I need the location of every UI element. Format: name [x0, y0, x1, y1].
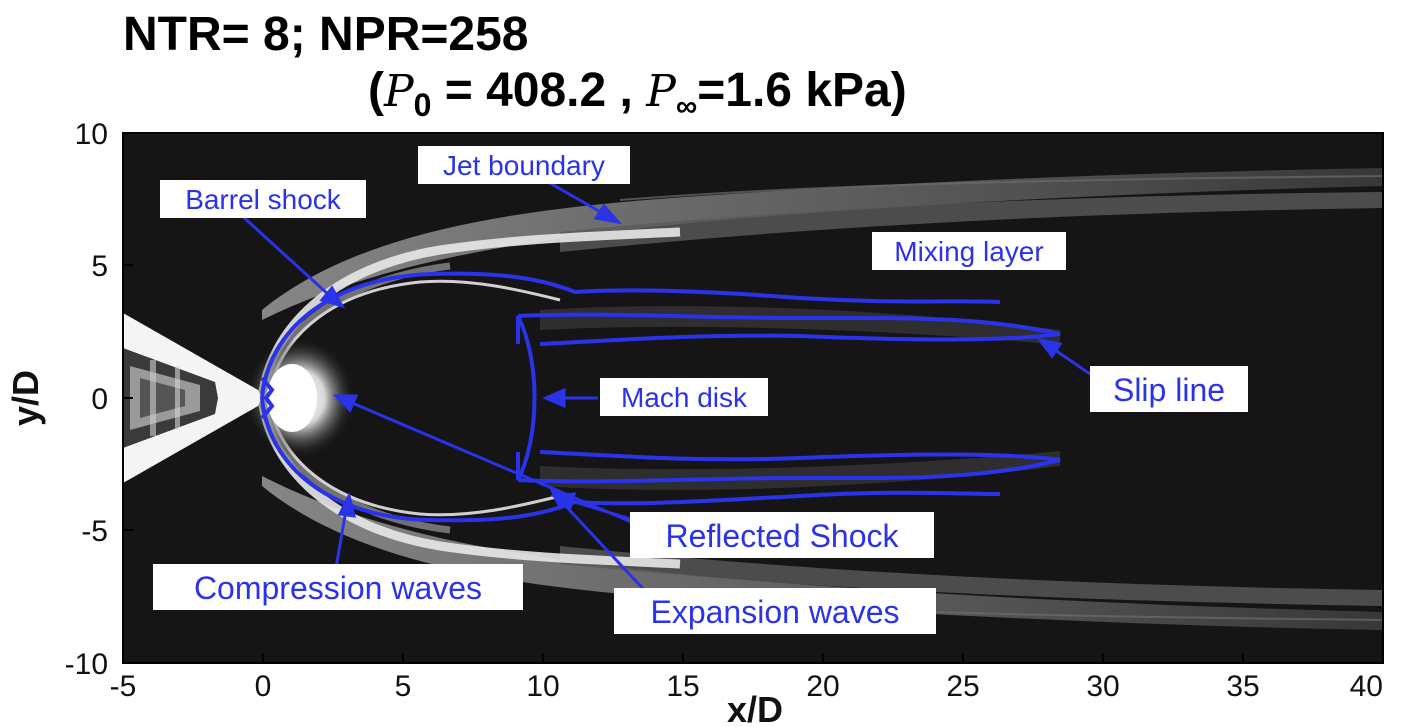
svg-text:Jet boundary: Jet boundary [443, 150, 605, 181]
label-barrel-shock: Barrel shock [160, 180, 366, 218]
label-mixing-layer: Mixing layer [872, 232, 1066, 270]
label-compression-waves: Compression waves [153, 564, 523, 610]
label-jet-boundary: Jet boundary [418, 146, 630, 184]
svg-text:Compression waves: Compression waves [194, 570, 482, 606]
x-tick-label: 0 [255, 670, 272, 703]
title-line-2: (P0 = 408.2 , P∞=1.6 kPa) [368, 64, 907, 123]
y-axis-label: y/D [5, 370, 46, 426]
label-mach-disk: Mach disk [600, 378, 768, 416]
x-axis-label: x/D [727, 689, 783, 727]
svg-text:Expansion waves: Expansion waves [650, 594, 899, 630]
svg-text:Barrel shock: Barrel shock [185, 184, 342, 215]
x-tick-label: 15 [666, 670, 699, 703]
x-tick-label: 20 [806, 670, 839, 703]
x-tick-label: 30 [1086, 670, 1119, 703]
svg-text:Reflected Shock: Reflected Shock [665, 518, 899, 554]
y-tick-label: -5 [81, 515, 108, 548]
title-line-1: NTR= 8; NPR=258 [123, 8, 529, 61]
x-tick-label: 5 [395, 670, 412, 703]
svg-text:Slip line: Slip line [1113, 372, 1225, 408]
x-tick-label: 35 [1226, 670, 1259, 703]
y-tick-label: 10 [75, 118, 108, 151]
y-tick-label: 0 [91, 383, 108, 416]
label-reflected-shock: Reflected Shock [630, 512, 934, 558]
label-slip-line: Slip line [1090, 366, 1248, 412]
x-tick-label: -5 [110, 670, 137, 703]
x-tick-label: 40 [1350, 670, 1383, 703]
svg-text:Mixing layer: Mixing layer [894, 236, 1043, 267]
label-expansion-waves: Expansion waves [614, 588, 936, 634]
y-tick-label: -10 [65, 648, 108, 681]
y-tick-label: 5 [91, 250, 108, 283]
x-tick-label: 25 [946, 670, 979, 703]
x-tick-label: 10 [526, 670, 559, 703]
svg-text:Mach disk: Mach disk [621, 382, 748, 413]
